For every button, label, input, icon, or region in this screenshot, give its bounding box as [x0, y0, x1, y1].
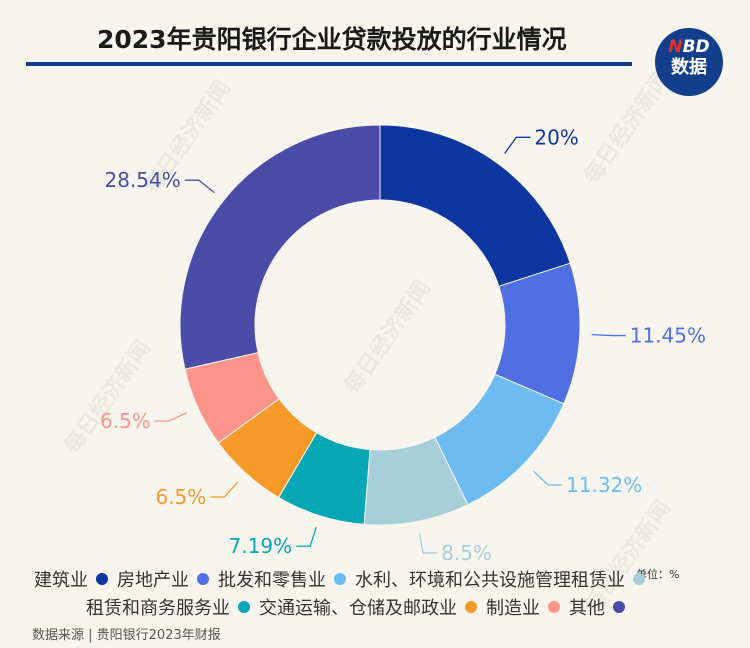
- legend-label: 其他: [569, 598, 605, 619]
- slice-leader-line: [591, 334, 626, 337]
- slice-value-label: 7.19%: [229, 534, 293, 558]
- legend-item: 制造业: [486, 594, 560, 620]
- legend-row-1: 建筑业 房地产业 批发和零售业 水利、环境和公共设施管理租赁业: [34, 566, 750, 592]
- legend-swatch: [613, 601, 625, 613]
- legend-label: 房地产业: [117, 570, 189, 591]
- slice-leader-line: [296, 526, 317, 547]
- logo-letters-bd: BD: [682, 37, 710, 57]
- slice-value-label: 8.5%: [441, 541, 492, 565]
- legend-swatch: [633, 573, 645, 585]
- slice-value-label: 11.32%: [566, 473, 642, 497]
- logo-letter-n: N: [668, 37, 683, 57]
- legend-item: 批发和零售业: [218, 566, 346, 592]
- legend-item: 租赁和商务服务业: [86, 594, 250, 620]
- donut-slice: [179, 124, 381, 370]
- unit-note: 单位：%: [636, 568, 680, 581]
- legend-swatch: [96, 573, 108, 585]
- slice-leader-line: [154, 412, 188, 422]
- legend-row-2: 租赁和商务服务业 交通运输、仓储及邮政业 制造业 其他: [86, 594, 750, 620]
- legend-label: 租赁和商务服务业: [86, 598, 230, 619]
- legend-label: 制造业: [486, 598, 540, 619]
- legend-swatch: [465, 601, 477, 613]
- legend-item: 交通运输、仓储及邮政业: [259, 594, 477, 620]
- donut-slice: [379, 124, 571, 288]
- legend-swatch: [334, 573, 346, 585]
- slice-leader-line: [210, 481, 239, 498]
- chart-title: 2023年贵阳银行企业贷款投放的行业情况: [97, 25, 567, 54]
- nbd-logo: NBD 数据: [655, 28, 723, 96]
- legend-item: 其他: [569, 594, 625, 620]
- slice-leader-line: [184, 179, 215, 194]
- legend-item: 建筑业: [34, 566, 108, 592]
- legend-label: 水利、环境和公共设施管理租赁业: [355, 570, 625, 591]
- legend-label: 建筑业: [34, 570, 88, 591]
- legend-swatch: [548, 601, 560, 613]
- slice-value-label: 11.45%: [630, 324, 706, 348]
- legend-label: 批发和零售业: [218, 570, 326, 591]
- slice-value-label: 20%: [534, 125, 578, 149]
- slice-value-label: 6.5%: [155, 485, 206, 509]
- slice-value-label: 6.5%: [100, 409, 151, 433]
- data-source: 数据来源 | 贵阳银行2023年财报: [32, 628, 221, 643]
- title-underline: [26, 62, 632, 66]
- legend-swatch: [197, 573, 209, 585]
- legend-label: 交通运输、仓储及邮政业: [259, 598, 457, 619]
- logo-bottom-line: 数据: [671, 57, 707, 78]
- slice-leader-line: [418, 533, 438, 554]
- legend-item: 房地产业: [117, 566, 209, 592]
- slice-value-label: 28.54%: [104, 168, 180, 192]
- legend-swatch: [238, 601, 250, 613]
- legend-item: 水利、环境和公共设施管理租赁业: [355, 566, 645, 592]
- slice-leader-line: [533, 470, 563, 486]
- logo-top-line: NBD: [655, 38, 723, 57]
- slice-leader-line: [504, 136, 531, 154]
